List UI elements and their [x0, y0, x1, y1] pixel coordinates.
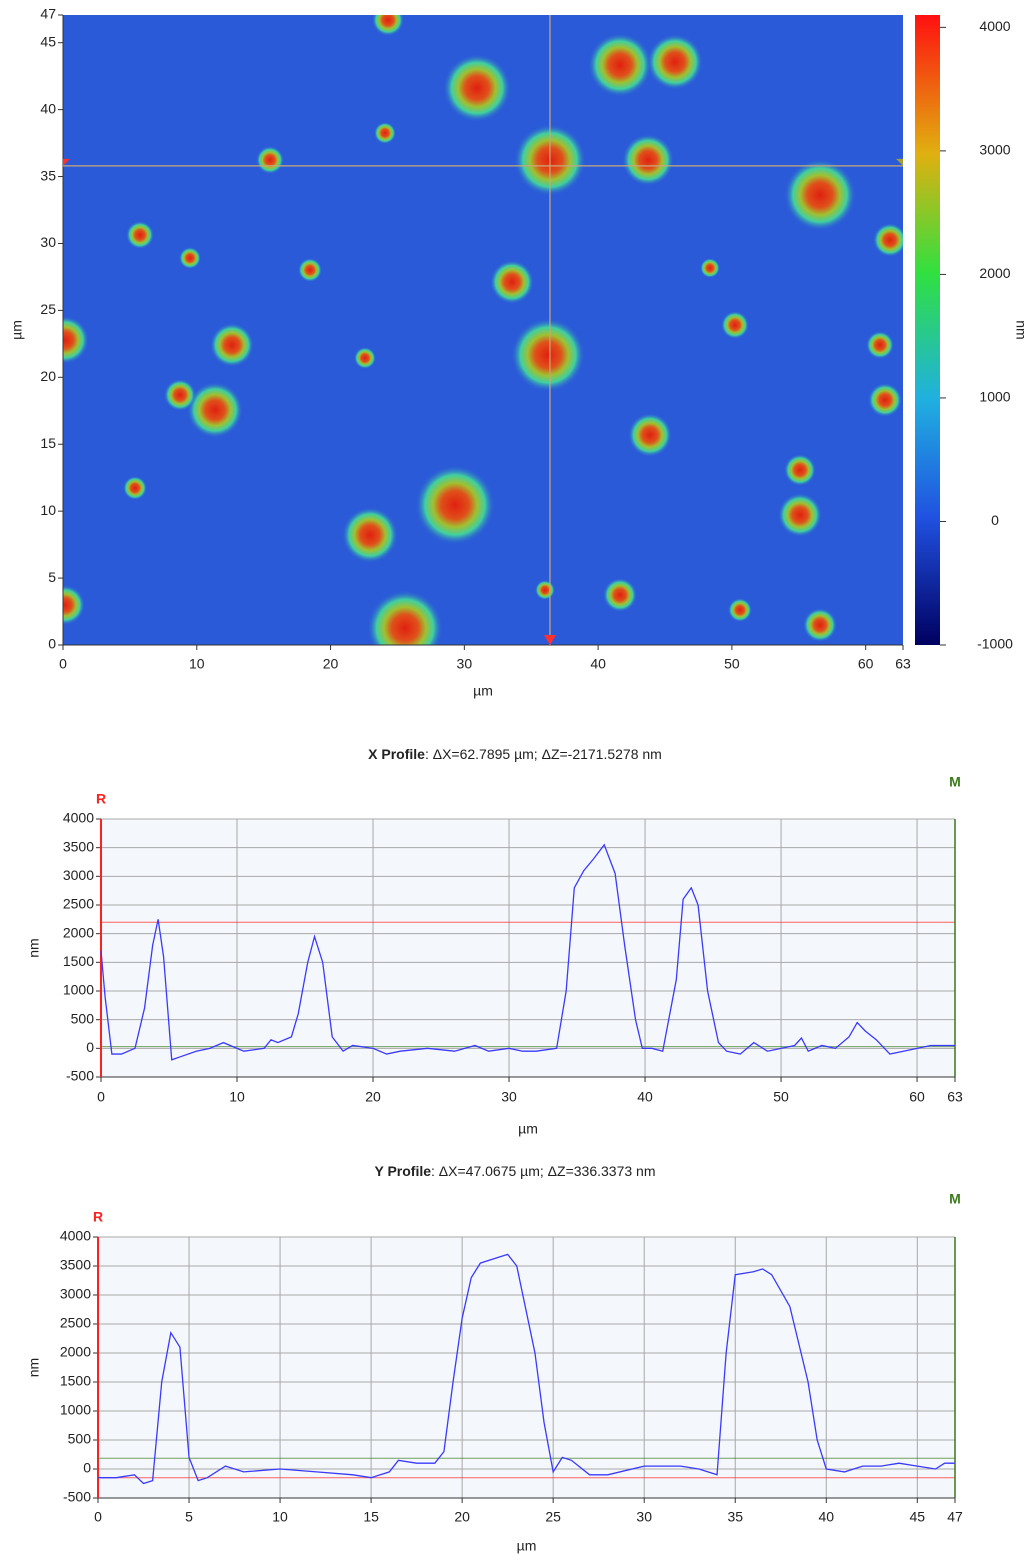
y-tick-label: 3500: [63, 838, 94, 854]
x-tick-label: 0: [59, 656, 67, 672]
y-tick-label: 2500: [63, 896, 94, 912]
x-tick-label: 30: [457, 656, 473, 672]
y-tick-label: 4000: [63, 810, 94, 826]
colorbar-tick-label: -1000: [977, 636, 1013, 652]
y-tick-label: 1500: [63, 953, 94, 969]
y-tick-label: 500: [71, 1010, 95, 1026]
y-tick-label: 40: [40, 100, 56, 116]
colorbar-label: nm: [1013, 320, 1029, 339]
x-tick-label: 50: [773, 1089, 789, 1105]
x-tick-label: 60: [909, 1089, 925, 1105]
y-tick-label: 47: [40, 6, 56, 22]
title-name: X Profile: [368, 746, 425, 762]
y-tick-label: 3000: [63, 867, 94, 883]
reference-name: M: [949, 1191, 961, 1207]
x-tick-label: 45: [910, 1509, 926, 1525]
y-tick-label: -500: [63, 1489, 91, 1505]
colorbar-tick-label: 2000: [979, 265, 1010, 281]
y-tick-label: 10: [40, 502, 56, 518]
x-tick-label: 25: [545, 1509, 561, 1525]
plot-background: [98, 1237, 955, 1498]
cursor-marker: [63, 158, 70, 166]
x-tick-label: 30: [501, 1089, 517, 1105]
y-tick-label: 2000: [63, 924, 94, 940]
x-tick-label: 20: [365, 1089, 381, 1105]
x-tick-label: 5: [185, 1509, 193, 1525]
y-tick-label: 4000: [60, 1228, 91, 1244]
chart-title: Y Profile: ΔX=47.0675 µm; ΔZ=336.3373 nm: [374, 1163, 655, 1179]
colorbar: [915, 15, 940, 645]
x-tick-label: 40: [637, 1089, 653, 1105]
colorbar-tick-label: 3000: [979, 142, 1010, 158]
y-tick-label: 0: [83, 1460, 91, 1476]
reference-name: R: [93, 1209, 103, 1225]
x-tick-label: 50: [724, 656, 740, 672]
y-tick-label: 1500: [60, 1373, 91, 1389]
x-tick-label: 15: [363, 1509, 379, 1525]
y-tick-label: 0: [48, 636, 56, 652]
y-tick-label: 30: [40, 234, 56, 250]
y-tick-label: 2000: [60, 1344, 91, 1360]
y-tick-label: 45: [40, 33, 56, 49]
title-detail: : ΔX=47.0675 µm; ΔZ=336.3373 nm: [431, 1163, 655, 1179]
y-tick-label: 5: [48, 569, 56, 585]
title-name: Y Profile: [374, 1163, 431, 1179]
y-axis-label: nm: [26, 1358, 42, 1377]
y-tick-label: -500: [66, 1068, 94, 1084]
y-tick-label: 3000: [60, 1286, 91, 1302]
x-tick-label: 10: [272, 1509, 288, 1525]
y-tick-label: 500: [68, 1431, 92, 1447]
particles: [63, 15, 903, 645]
x-axis-label: µm: [473, 683, 493, 699]
profile-line: [100, 843, 955, 1061]
x-tick-label: 30: [636, 1509, 652, 1525]
y-tick-label: 35: [40, 167, 56, 183]
x-axis-label: µm: [517, 1538, 537, 1554]
x-tick-label: 47: [947, 1509, 963, 1525]
profile-line: [98, 1253, 955, 1485]
y-tick-label: 20: [40, 368, 56, 384]
y-tick-label: 3500: [60, 1257, 91, 1273]
y-tick-label: 15: [40, 435, 56, 451]
colorbar-tick-label: 1000: [979, 389, 1010, 405]
x-tick-label: 60: [858, 656, 874, 672]
y-tick-label: 1000: [60, 1402, 91, 1418]
x-tick-label: 63: [947, 1089, 963, 1105]
colorbar-tick-label: 0: [991, 512, 999, 528]
colorbar-tick-label: 4000: [979, 18, 1010, 34]
cursor-marker: [543, 635, 556, 645]
x-tick-label: 63: [895, 656, 911, 672]
y-tick-label: 1000: [63, 982, 94, 998]
reference-name: M: [949, 774, 961, 790]
x-tick-label: 20: [323, 656, 339, 672]
x-tick-label: 20: [454, 1509, 470, 1525]
y-tick-label: 0: [86, 1039, 94, 1055]
x-tick-label: 0: [94, 1509, 102, 1525]
afm-image: [63, 15, 903, 645]
x-tick-label: 40: [590, 656, 606, 672]
title-detail: : ΔX=62.7895 µm; ΔZ=-2171.5278 nm: [425, 746, 662, 762]
x-tick-label: 10: [189, 656, 205, 672]
y-axis-label: nm: [26, 938, 42, 957]
y-tick-label: 2500: [60, 1315, 91, 1331]
chart-title: X Profile: ΔX=62.7895 µm; ΔZ=-2171.5278 …: [368, 746, 662, 762]
x-tick-label: 0: [97, 1089, 105, 1105]
cursor-marker: [896, 158, 903, 166]
x-tick-label: 40: [818, 1509, 834, 1525]
plot-background: [101, 819, 955, 1077]
x-axis-label: µm: [518, 1121, 538, 1137]
x-tick-label: 10: [229, 1089, 245, 1105]
y-axis-label: µm: [9, 320, 25, 340]
x-tick-label: 35: [727, 1509, 743, 1525]
y-tick-label: 25: [40, 301, 56, 317]
reference-name: R: [96, 791, 106, 807]
